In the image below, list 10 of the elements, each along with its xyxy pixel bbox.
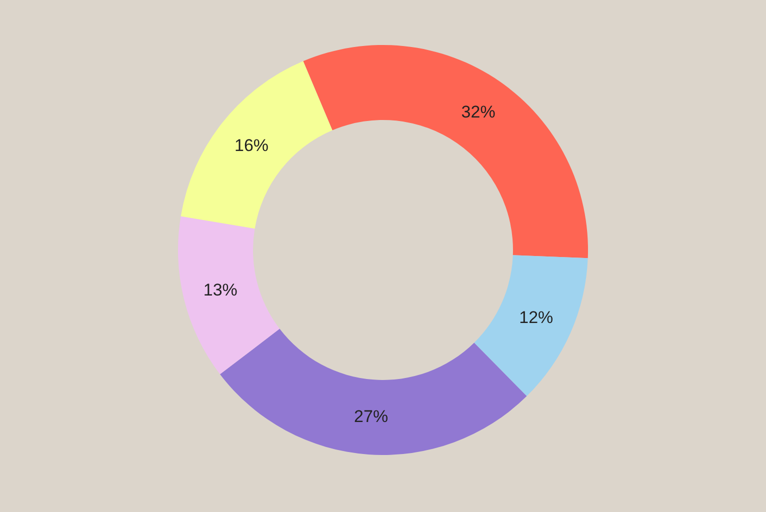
donut-slice [180, 61, 332, 229]
donut-slice [220, 328, 527, 455]
data-label: 13% [203, 280, 238, 300]
donut-slice [178, 216, 280, 374]
data-label: 32% [461, 102, 496, 122]
donut-slice [474, 255, 588, 396]
donut-slice [303, 45, 588, 258]
data-label: 16% [234, 136, 269, 156]
data-label: 12% [519, 308, 554, 327]
data-label: 27% [354, 407, 388, 426]
